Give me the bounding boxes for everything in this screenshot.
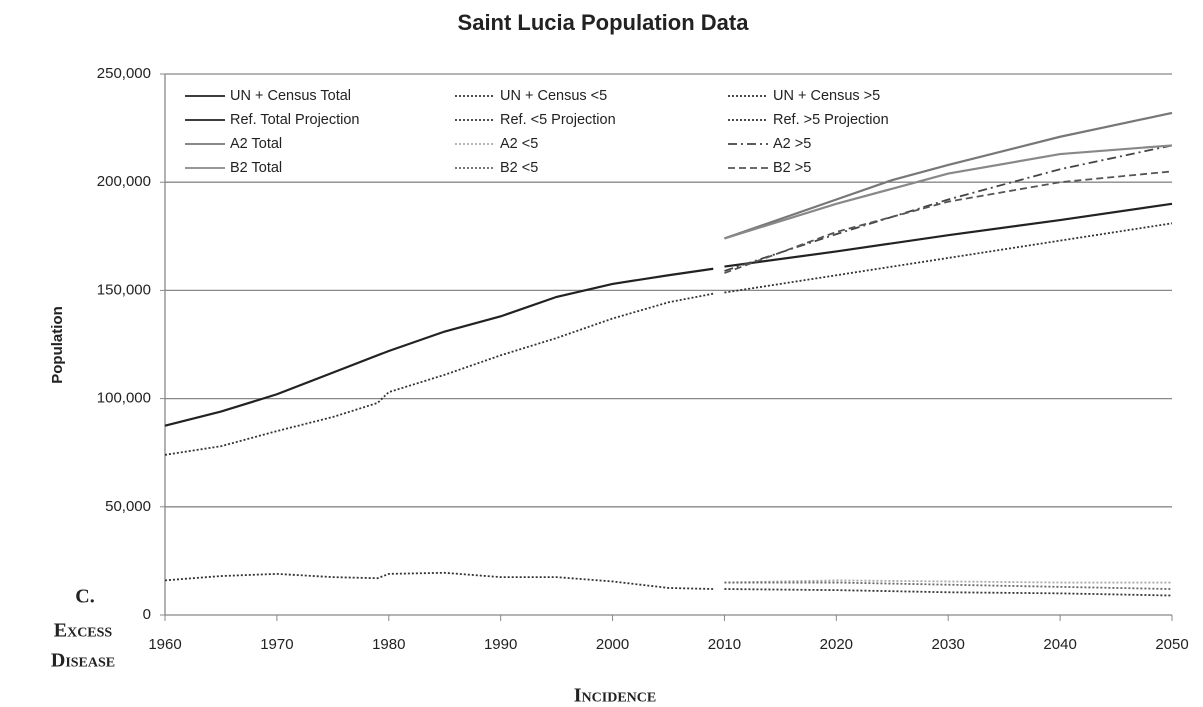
legend-label: UN + Census Total [230,88,351,104]
series-line [724,111,1173,240]
y-tick-label: 0 [143,606,151,623]
legend-label: UN + Census <5 [500,88,607,104]
legend-label: B2 <5 [500,160,538,176]
y-tick-label: 100,000 [97,390,151,407]
series-line [724,222,1173,294]
series-line [164,292,714,456]
legend-label: A2 <5 [500,136,538,152]
x-tick-label: 2030 [932,636,965,653]
legend-label: Ref. <5 Projection [500,112,616,128]
annotation: Excess [54,620,113,642]
x-tick-label: 2040 [1043,636,1076,653]
chart-title: Saint Lucia Population Data [458,10,750,35]
legend-label: B2 Total [230,160,282,176]
legend-label: Ref. >5 Projection [773,112,889,128]
annotation: Incidence [574,685,656,707]
series-line [724,144,1173,240]
x-tick-label: 1960 [148,636,181,653]
series-line [724,588,1173,597]
y-tick-label: 200,000 [97,173,151,190]
series-line [724,579,1172,584]
legend-label: UN + Census >5 [773,88,880,104]
x-tick-label: 1970 [260,636,293,653]
x-tick-label: 2050 [1155,636,1188,653]
x-tick-label: 2000 [596,636,629,653]
series-line [724,170,1173,274]
legend-label: Ref. Total Projection [230,112,360,128]
x-tick-label: 1980 [372,636,405,653]
legend-label: A2 Total [230,136,282,152]
y-tick-label: 50,000 [105,498,151,515]
series-line [164,267,714,427]
annotation: C. [75,586,94,608]
series-line [724,581,1173,590]
y-tick-label: 250,000 [97,65,151,82]
y-tick-label: 150,000 [97,281,151,298]
series-line [164,571,714,590]
series-line [724,202,1173,268]
legend-label: A2 >5 [773,136,811,152]
annotation: Disease [51,650,115,672]
legend-label: B2 >5 [773,160,811,176]
x-tick-label: 2020 [820,636,853,653]
x-tick-label: 1990 [484,636,517,653]
x-tick-label: 2010 [708,636,741,653]
y-axis-label: Population [49,306,66,384]
